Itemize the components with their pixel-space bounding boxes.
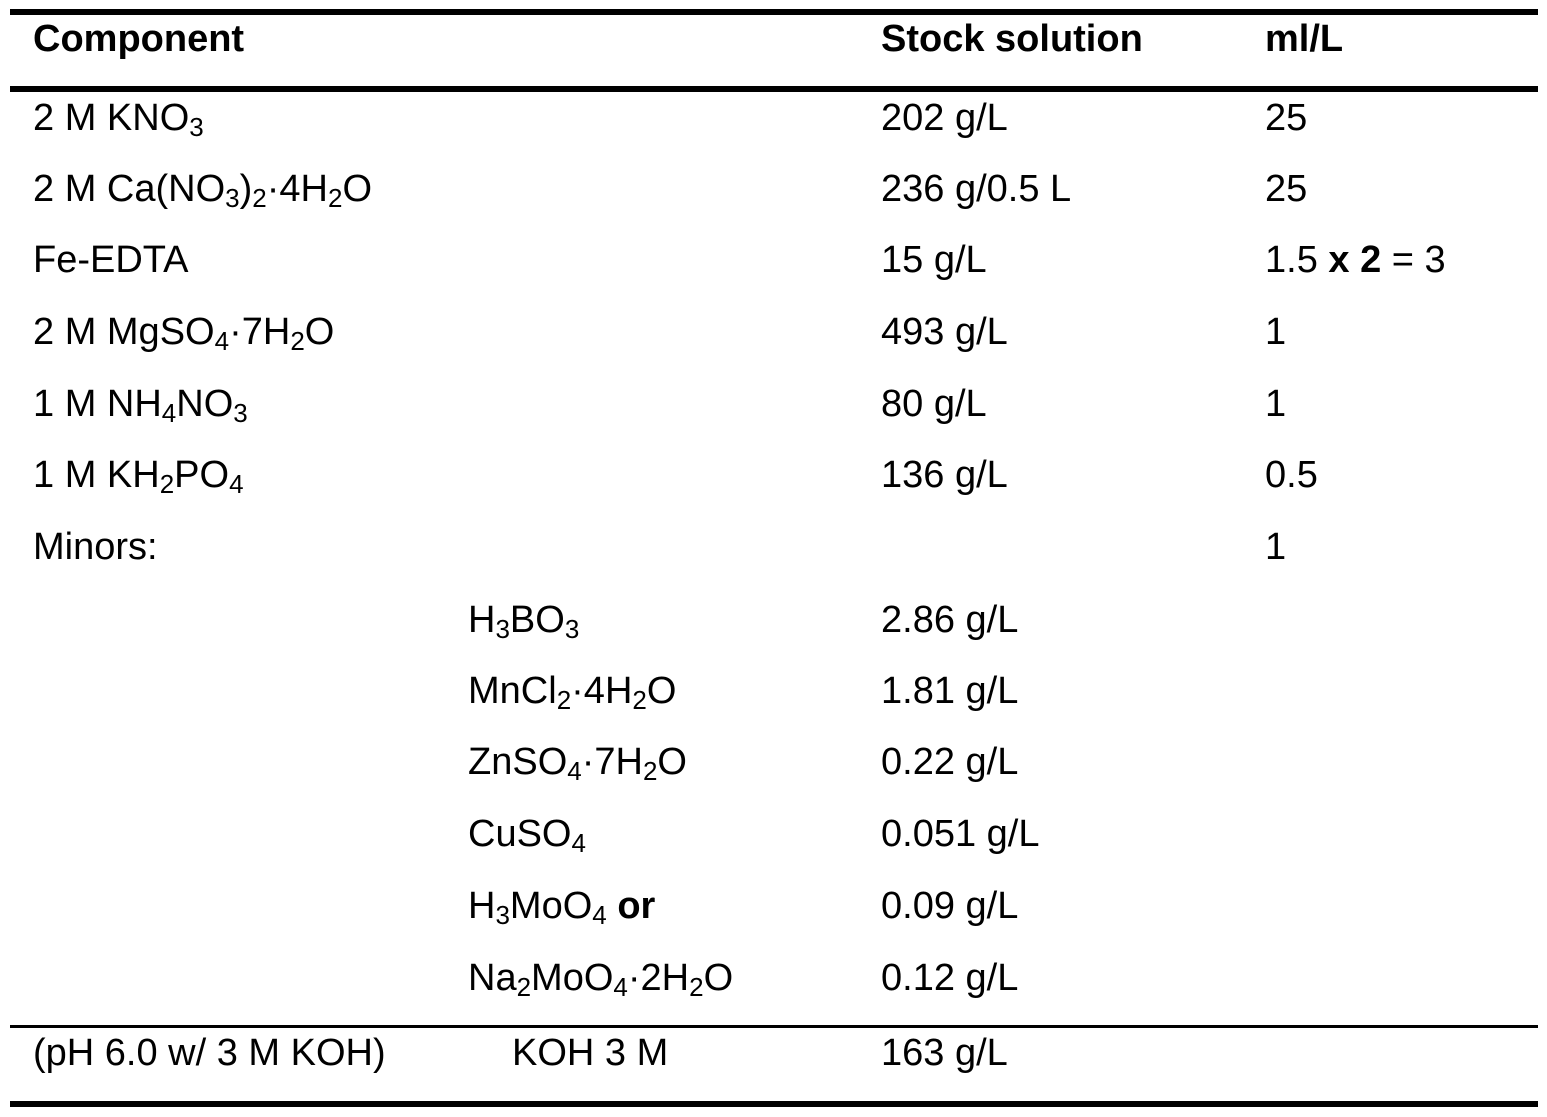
- minor-1-name: H3BO3: [468, 599, 580, 644]
- minor-2-name: MnCl2·4H2O: [468, 670, 677, 715]
- row-2-stock: 236 g/0.5 L: [881, 168, 1072, 210]
- row-3-ml: 1.5 x 2 = 3: [1265, 239, 1446, 281]
- minor-2-stock: 1.81 g/L: [881, 670, 1019, 712]
- row-1-ml: 25: [1265, 97, 1308, 139]
- header-component: Component: [33, 18, 245, 60]
- footer-stock: 163 g/L: [881, 1032, 1008, 1074]
- row-4-ml: 1: [1265, 311, 1287, 353]
- row-1-component: 2 M KNO3: [33, 97, 204, 142]
- row-5-stock: 80 g/L: [881, 383, 987, 425]
- row-4-component: 2 M MgSO4·7H2O: [33, 311, 335, 356]
- row-4-stock: 493 g/L: [881, 311, 1008, 353]
- minor-4-name: CuSO4: [468, 813, 586, 858]
- minor-3-stock: 0.22 g/L: [881, 741, 1019, 783]
- row-1-stock: 202 g/L: [881, 97, 1008, 139]
- minor-1-stock: 2.86 g/L: [881, 599, 1019, 641]
- row-5-ml: 1: [1265, 383, 1287, 425]
- top-rule: [10, 9, 1538, 15]
- row-2-component: 2 M Ca(NO3)2·4H2O: [33, 168, 372, 213]
- header-stock-solution: Stock solution: [881, 18, 1143, 60]
- minor-3-name: ZnSO4·7H2O: [468, 741, 687, 786]
- row-5-component: 1 M NH4NO3: [33, 383, 248, 428]
- header-ml-per-l: ml/L: [1265, 18, 1344, 60]
- row-6-ml: 0.5: [1265, 454, 1318, 496]
- minor-6-name: Na2MoO4·2H2O: [468, 957, 734, 1002]
- bottom-rule: [10, 1101, 1538, 1107]
- footer-sub: KOH 3 M: [512, 1032, 669, 1074]
- footer-rule: [10, 1025, 1538, 1028]
- footer-component: (pH 6.0 w/ 3 M KOH): [33, 1032, 386, 1074]
- row-6-component: 1 M KH2PO4: [33, 454, 244, 499]
- minor-6-stock: 0.12 g/L: [881, 957, 1019, 999]
- header-rule: [10, 86, 1538, 92]
- row-3-stock: 15 g/L: [881, 239, 987, 281]
- minor-4-stock: 0.051 g/L: [881, 813, 1040, 855]
- row-6-stock: 136 g/L: [881, 454, 1008, 496]
- minor-5-name: H3MoO4 or: [468, 885, 656, 930]
- row-7-ml: 1: [1265, 526, 1287, 568]
- row-2-ml: 25: [1265, 168, 1308, 210]
- row-3-component: Fe-EDTA: [33, 239, 189, 281]
- row-7-component: Minors:: [33, 526, 158, 568]
- minor-5-stock: 0.09 g/L: [881, 885, 1019, 927]
